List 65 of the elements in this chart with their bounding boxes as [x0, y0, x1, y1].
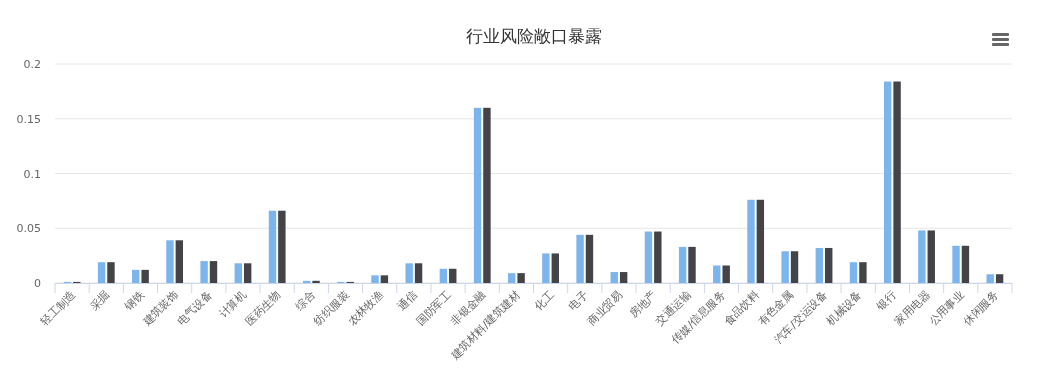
bar	[678, 246, 687, 283]
bar	[722, 265, 730, 283]
bar	[209, 261, 218, 283]
bar	[132, 269, 140, 283]
bar	[610, 272, 618, 283]
x-tick-label: 通信	[395, 287, 420, 313]
bar	[859, 262, 867, 283]
bar	[961, 245, 970, 283]
bar	[371, 275, 379, 283]
bar	[551, 253, 559, 283]
bar	[713, 265, 721, 283]
x-tick-label: 化工	[531, 287, 557, 313]
x-tick-label: 银行	[873, 287, 899, 314]
x-tick-label: 综合	[292, 287, 318, 313]
bar	[747, 199, 755, 283]
bar	[644, 231, 653, 283]
bar	[508, 273, 516, 283]
bar	[585, 234, 594, 283]
bar	[918, 230, 926, 283]
bar	[781, 251, 789, 283]
bar	[995, 274, 1004, 283]
bar	[234, 263, 242, 283]
bar	[927, 230, 935, 283]
bar	[893, 81, 901, 283]
bar	[380, 275, 389, 283]
bar	[542, 253, 550, 283]
bar	[175, 240, 184, 283]
x-tick-label: 轻工制造	[37, 287, 79, 329]
bar	[688, 246, 696, 283]
bar	[654, 231, 662, 283]
bar	[986, 274, 994, 283]
bar	[268, 210, 277, 283]
y-tick-label: 0.2	[23, 58, 41, 71]
chart-title: 行业风险敞口暴露	[465, 26, 602, 46]
y-tick-label: 0.1	[23, 167, 41, 181]
y-tick-label: 0.15	[16, 112, 41, 126]
bar	[405, 263, 413, 283]
bar	[278, 210, 286, 283]
y-tick-label: 0	[34, 277, 41, 290]
bar	[849, 262, 858, 283]
y-tick-label: 0.05	[16, 222, 41, 236]
bar	[619, 272, 628, 283]
bar	[166, 240, 174, 283]
bar	[756, 199, 765, 283]
bar	[107, 262, 115, 283]
x-tick-label: 电子	[566, 287, 591, 313]
bar	[883, 81, 892, 283]
bar	[483, 107, 491, 283]
bar	[576, 234, 584, 283]
bar	[517, 273, 525, 283]
x-tick-label: 钢铁	[121, 287, 147, 314]
x-tick-label: 采掘	[87, 287, 113, 313]
bar	[97, 262, 106, 283]
bar	[414, 263, 423, 283]
bar	[200, 261, 208, 283]
bar	[952, 245, 960, 283]
bar	[449, 268, 457, 283]
bar	[312, 280, 320, 283]
bar	[815, 247, 824, 283]
bar	[243, 263, 252, 283]
bar	[790, 251, 799, 283]
bar	[141, 269, 149, 283]
bar	[825, 247, 833, 283]
bar	[439, 268, 448, 283]
bar	[473, 107, 482, 283]
